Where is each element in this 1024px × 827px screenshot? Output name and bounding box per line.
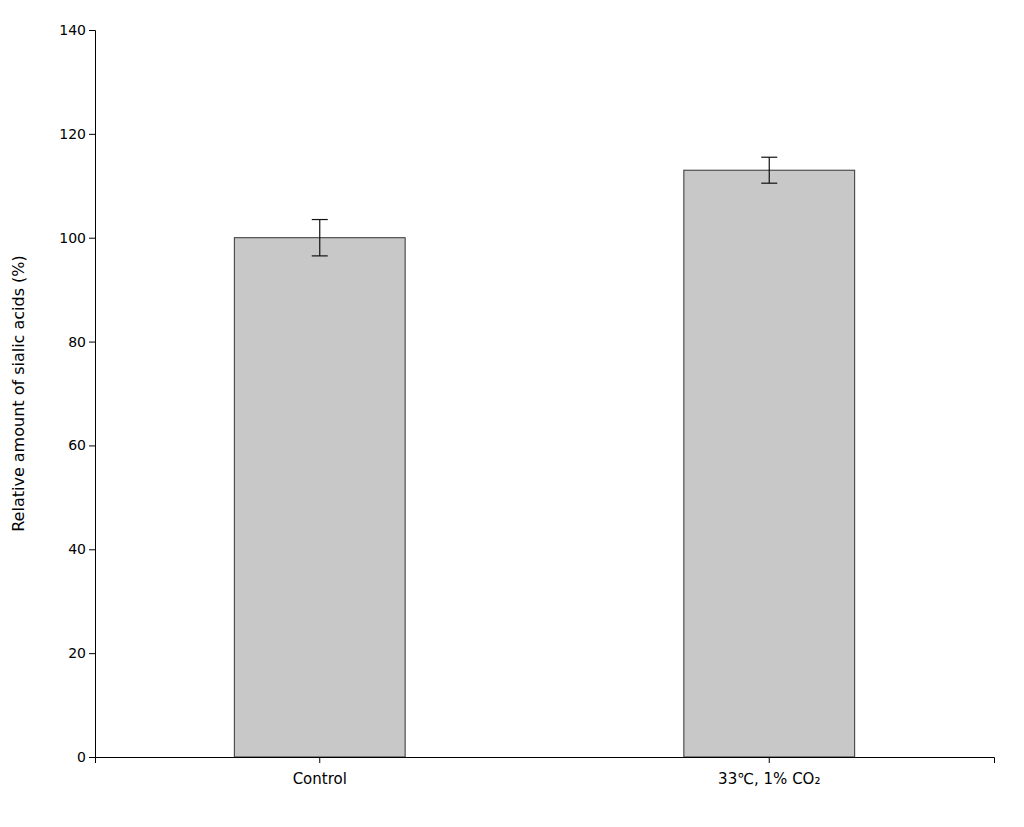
chart-container: 0 20 40 60 80 100 120 140 Control 33℃, 1% CO₂ Rela…	[0, 0, 1024, 827]
y-tick-label: 40	[68, 541, 86, 557]
y-tick-label: 120	[59, 126, 86, 142]
x-axis-line	[96, 758, 995, 764]
y-tick: 120	[59, 126, 95, 142]
x-tick: Control	[293, 757, 347, 788]
error-bar	[761, 157, 777, 183]
y-axis-title: Relative amount of sialic acids (%)	[9, 255, 28, 532]
y-axis: 0 20 40 60 80 100 120 140	[59, 22, 95, 765]
error-bar-cap	[312, 255, 328, 256]
y-tick-label: 100	[59, 230, 86, 246]
y-tick-label: 80	[68, 334, 86, 350]
y-tick-mark	[89, 445, 95, 446]
x-tick: 33℃, 1% CO₂	[718, 757, 820, 788]
y-tick-mark	[89, 653, 95, 654]
y-tick-mark	[89, 549, 95, 550]
y-tick: 140	[59, 22, 95, 38]
y-tick: 80	[68, 334, 95, 350]
y-tick-mark	[89, 134, 95, 135]
y-tick: 100	[59, 230, 95, 246]
y-tick-label: 20	[68, 645, 86, 661]
x-tick-label: 33℃, 1% CO₂	[718, 770, 820, 788]
bar	[234, 238, 405, 757]
y-tick: 0	[77, 749, 95, 765]
y-tick-label: 0	[77, 749, 86, 765]
y-tick-mark	[89, 342, 95, 343]
y-tick-mark	[89, 238, 95, 239]
error-bar-cap	[761, 183, 777, 184]
y-axis-line	[89, 31, 96, 758]
y-tick: 40	[68, 541, 95, 557]
error-bar	[312, 220, 328, 256]
y-tick: 20	[68, 645, 95, 661]
y-tick: 60	[68, 437, 95, 453]
x-tick-label: Control	[293, 770, 347, 788]
y-tick-mark	[89, 30, 95, 31]
chart-svg: 0 20 40 60 80 100 120 140 Control 33℃, 1% CO₂ Rela…	[0, 0, 1024, 827]
error-bar-stem	[769, 157, 770, 183]
plot: 0 20 40 60 80 100 120 140 Control 33℃, 1% CO₂ Rela…	[9, 22, 995, 788]
marks	[234, 157, 854, 757]
bar	[684, 170, 855, 757]
error-bar-cap	[312, 219, 328, 220]
y-tick-label: 60	[68, 437, 86, 453]
x-tick-mark	[769, 757, 770, 763]
error-bar-cap	[761, 157, 777, 158]
x-tick-mark	[319, 757, 320, 763]
y-tick-mark	[89, 757, 95, 758]
y-tick-label: 140	[59, 22, 86, 38]
x-axis: Control 33℃, 1% CO₂	[96, 757, 995, 788]
error-bar-stem	[319, 220, 320, 256]
